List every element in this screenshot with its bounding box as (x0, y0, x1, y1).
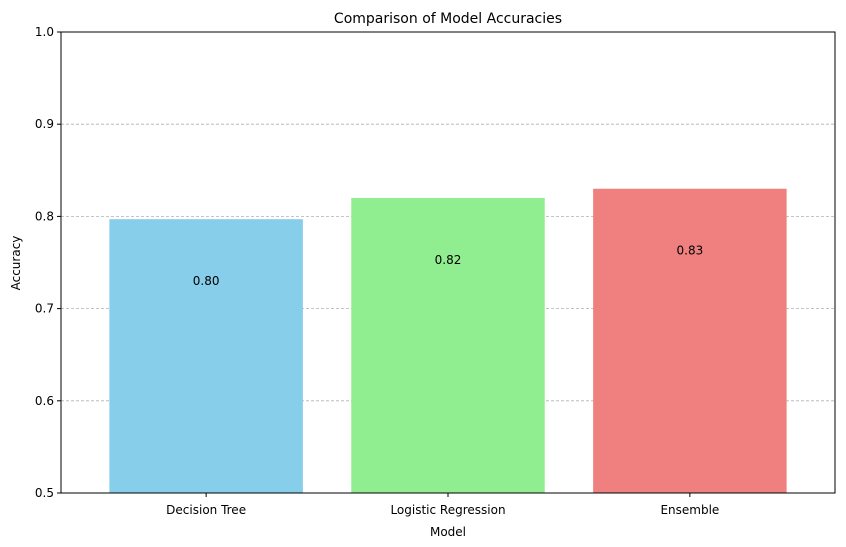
y-axis-label: Accuracy (9, 236, 23, 291)
bar (593, 188, 787, 494)
data-labels: 0.80 0.82 0.83 (193, 244, 703, 288)
y-axis-ticks: 0.5 0.6 0.7 0.8 0.9 1.0 (35, 25, 61, 500)
x-tick-label: Decision Tree (166, 503, 246, 517)
x-axis-ticks: Decision Tree Logistic Regression Ensemble (166, 493, 719, 517)
bars (109, 188, 787, 494)
x-tick-label: Ensemble (660, 503, 719, 517)
y-tick-label: 0.8 (35, 209, 54, 223)
bar (109, 219, 303, 493)
bar-value-label: 0.83 (677, 244, 704, 258)
bar-value-label: 0.80 (193, 274, 220, 288)
bar (351, 197, 545, 493)
bar-value-label: 0.82 (435, 253, 462, 267)
x-tick-label: Logistic Regression (390, 503, 505, 517)
y-tick-label: 0.9 (35, 117, 54, 131)
y-tick-label: 0.6 (35, 394, 54, 408)
x-axis-label: Model (430, 525, 466, 539)
chart-title: Comparison of Model Accuracies (334, 11, 562, 27)
y-tick-label: 0.5 (35, 486, 54, 500)
y-tick-label: 0.7 (35, 302, 54, 316)
y-tick-label: 1.0 (35, 25, 54, 39)
